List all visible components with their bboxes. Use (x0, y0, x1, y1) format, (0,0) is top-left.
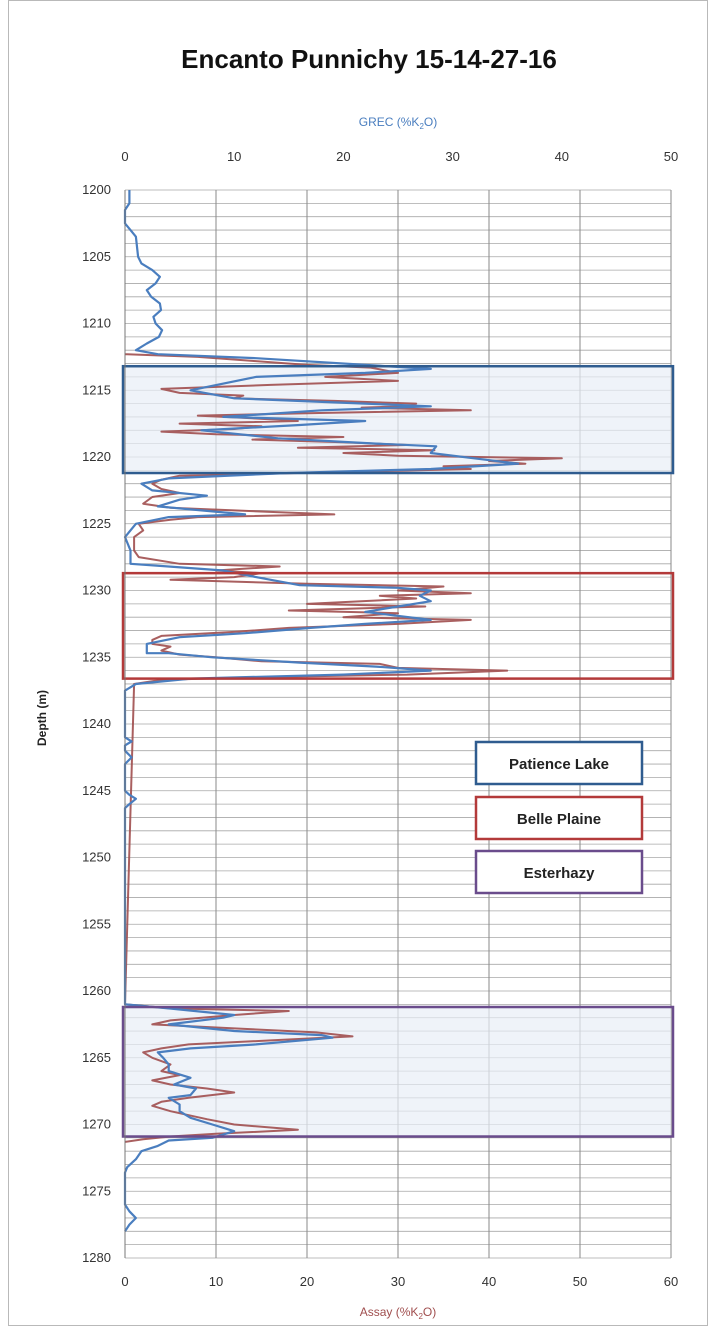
y-tick-label: 1240 (82, 716, 111, 731)
y-tick-label: 1220 (82, 449, 111, 464)
bottom-tick-label: 0 (121, 1274, 128, 1289)
legend-label: Patience Lake (509, 756, 609, 773)
bottom-axis-label: Assay (%K2O) (360, 1305, 436, 1321)
top-axis-label-sub: 2 (419, 122, 424, 131)
top-tick-label: 20 (336, 149, 350, 164)
top-tick-label: 50 (664, 149, 678, 164)
zone-borders (121, 364, 675, 1138)
y-tick-label: 1225 (82, 516, 111, 531)
zone-border (121, 1005, 675, 1138)
bottom-tick-label: 20 (300, 1274, 314, 1289)
top-axis-label-suffix: O) (424, 115, 437, 129)
y-tick-label: 1245 (82, 783, 111, 798)
chart-title: Encanto Punnichy 15-14-27-16 (181, 44, 557, 74)
legend-label: Esterhazy (524, 865, 596, 882)
y-tick-label: 1200 (82, 182, 111, 197)
bottom-axis-label-suffix: O) (423, 1305, 436, 1319)
bottom-tick-label: 30 (391, 1274, 405, 1289)
y-tick-label: 1210 (82, 316, 111, 331)
y-tick-label: 1260 (82, 983, 111, 998)
top-axis-label-prefix: GREC (%K (359, 115, 420, 129)
top-tick-label: 40 (555, 149, 569, 164)
y-tick-label: 1280 (82, 1250, 111, 1265)
y-tick-label: 1235 (82, 649, 111, 664)
y-tick-label: 1255 (82, 916, 111, 931)
y-tick-label: 1205 (82, 249, 111, 264)
top-tick-label: 30 (445, 149, 459, 164)
legend-label: Belle Plaine (517, 811, 601, 828)
legend: Patience Lake Belle Plaine Esterhazy (474, 740, 644, 895)
series-line-grec (123, 190, 520, 1232)
bottom-tick-label: 10 (209, 1274, 223, 1289)
zone-fill (125, 366, 671, 474)
y-tick-label: 1215 (82, 382, 111, 397)
y-axis-label: Depth (m) (35, 690, 49, 746)
bottom-axis-label-prefix: Assay (%K (360, 1305, 419, 1319)
series (123, 190, 563, 1232)
series-line-assay (124, 353, 563, 1143)
zone-border (121, 364, 675, 475)
bottom-tick-label: 60 (664, 1274, 678, 1289)
legend-box (474, 740, 644, 786)
y-tick-label: 1230 (82, 583, 111, 598)
y-tick-label: 1270 (82, 1117, 111, 1132)
bottom-tick-label: 40 (482, 1274, 496, 1289)
y-tick-label: 1265 (82, 1050, 111, 1065)
top-axis-label: GREC (%K2O) (359, 115, 437, 131)
legend-box (474, 795, 644, 841)
y-tick-label: 1250 (82, 850, 111, 865)
legend-box (474, 849, 644, 895)
bottom-axis-label-sub: 2 (418, 1312, 423, 1321)
bottom-tick-label: 50 (573, 1274, 587, 1289)
top-tick-label: 0 (121, 149, 128, 164)
zone-border (121, 571, 675, 680)
axes: 1200 1205 1210 1215 1220 1225 1230 1235 1240 1245… (82, 149, 678, 1289)
y-tick-label: 1275 (82, 1183, 111, 1198)
top-tick-label: 10 (227, 149, 241, 164)
